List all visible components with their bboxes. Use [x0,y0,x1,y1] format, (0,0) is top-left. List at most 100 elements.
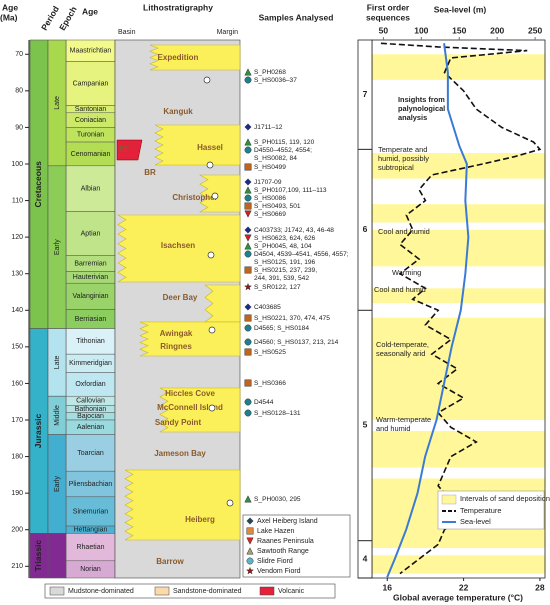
stage-box [65,328,116,355]
age-tick-label: 70 [15,51,23,58]
sample-label: C403733; J1742, 43, 46-48 [254,227,334,234]
sample-marker [244,226,252,234]
sample-dot [207,251,215,259]
margin-label: Margin [217,29,239,36]
age-header: Age [2,2,18,12]
sample-label: S_HS0623, 624, 626 [254,235,316,242]
sample-label: S_PH0030, 295 [254,496,301,503]
sample-label: J1707-09 [254,179,282,186]
sample-label: D4565; S_HS0184 [254,325,309,332]
stage-label: Callovian [76,398,105,405]
stage-label: Pliensbachian [69,481,113,488]
legend-swatch [441,494,457,505]
x2-tick-label: 250 [528,25,542,35]
stage-label: Tithonian [76,338,105,345]
sample-dot [206,161,214,169]
age-tick-label: 110 [12,197,23,204]
stage-box [65,434,116,472]
sandstone [116,214,241,283]
formation-label: Hiccles Cove [165,389,215,398]
age-header: (Ma) [0,12,18,22]
sample-label: S_HS0499 [254,164,286,171]
sand-interval [372,317,545,421]
sample-marker [244,495,252,503]
sample-marker [244,234,252,242]
sandstone [124,469,241,541]
series-line [380,42,542,575]
annotation: Temperate and [378,145,427,154]
formation-label: Kanguk [163,107,193,116]
formation-label: Ringnes [160,342,192,351]
sandstone [159,387,241,433]
sample-marker [244,138,252,146]
sample-marker [244,398,252,406]
sample-marker [243,282,253,291]
sequence-title: sequences [366,12,410,22]
formation-label: BR [144,168,156,177]
sample-label: S_HS0366 [254,380,286,387]
sample-marker [244,146,252,154]
formation-label: Christopher [172,193,217,202]
stage-label: Valanginian [72,293,108,300]
legend-marker [246,527,254,535]
formation-label: Isachsen [161,241,195,250]
legend-marker [245,566,255,575]
sample-marker [244,409,252,417]
sample-marker [244,379,252,387]
formation-label: SF [119,145,129,154]
formation-label: McConnell Island [157,403,223,412]
stage-label: Aalenian [77,424,104,431]
sample-dot [208,404,216,412]
legend-label: Vendom Fiord [257,568,301,575]
epoch-box [47,533,67,579]
sample-label: S_PH0268 [254,69,286,76]
sequence-title: First order [367,2,410,12]
sample-label: D4504, 4539–4541, 4556, 4557; [254,251,349,258]
epoch-label: Early [54,476,61,492]
stage-box [65,470,116,498]
x2-tick-label: 150 [452,25,466,35]
sample-marker [244,324,252,332]
sample-label: J1711–12 [254,124,283,131]
sample-label: D4560; S_HS0137, 213, 214 [254,339,339,346]
samples-header: Samples Analysed [259,12,334,22]
sample-marker [244,338,252,346]
sample-marker [244,178,252,186]
legend-swatch [49,586,65,596]
sample-label: S_HS0493, 501 [254,203,301,210]
age-tick-label: 200 [11,527,23,534]
sand-interval [372,54,545,80]
age-tick-label: 190 [11,490,23,497]
annotation: Warming [392,268,421,277]
sample-marker [244,314,252,322]
formation-label: Hassel [197,143,223,152]
volcanic [116,139,143,161]
stage-label: Oxfordian [75,381,105,388]
annotation: subtropical [378,163,414,172]
legend-label: Sea-level [460,517,491,526]
sample-marker [244,250,252,258]
sequence-label: 6 [363,224,368,234]
locality-legend [242,514,351,578]
legend-label: Sawtooth Range [257,548,309,555]
sample-marker [244,68,252,76]
x-tick-label: 16 [383,582,393,592]
age-tick-label: 170 [11,417,23,424]
stage-label: Toarcian [77,450,104,457]
legend-label: Intervals of sand deposition [460,494,550,503]
formation-label: Jameson Bay [154,449,206,458]
x-axis-title: Global average temperature (°C) [393,592,523,602]
age-tick-label: 120 [11,234,23,241]
age-tick-label: 80 [15,88,23,95]
sample-marker [244,186,252,194]
stage-box [65,496,116,527]
formation-label: Deer Bay [163,293,198,302]
stage-label: Albian [81,186,101,193]
stage-label: Kimmeridgian [69,360,112,367]
sample-marker [244,242,252,250]
epoch-label: Late [54,355,61,369]
sample-marker [244,76,252,84]
age-tick-label: 150 [11,344,23,351]
legend-swatch [154,586,170,596]
